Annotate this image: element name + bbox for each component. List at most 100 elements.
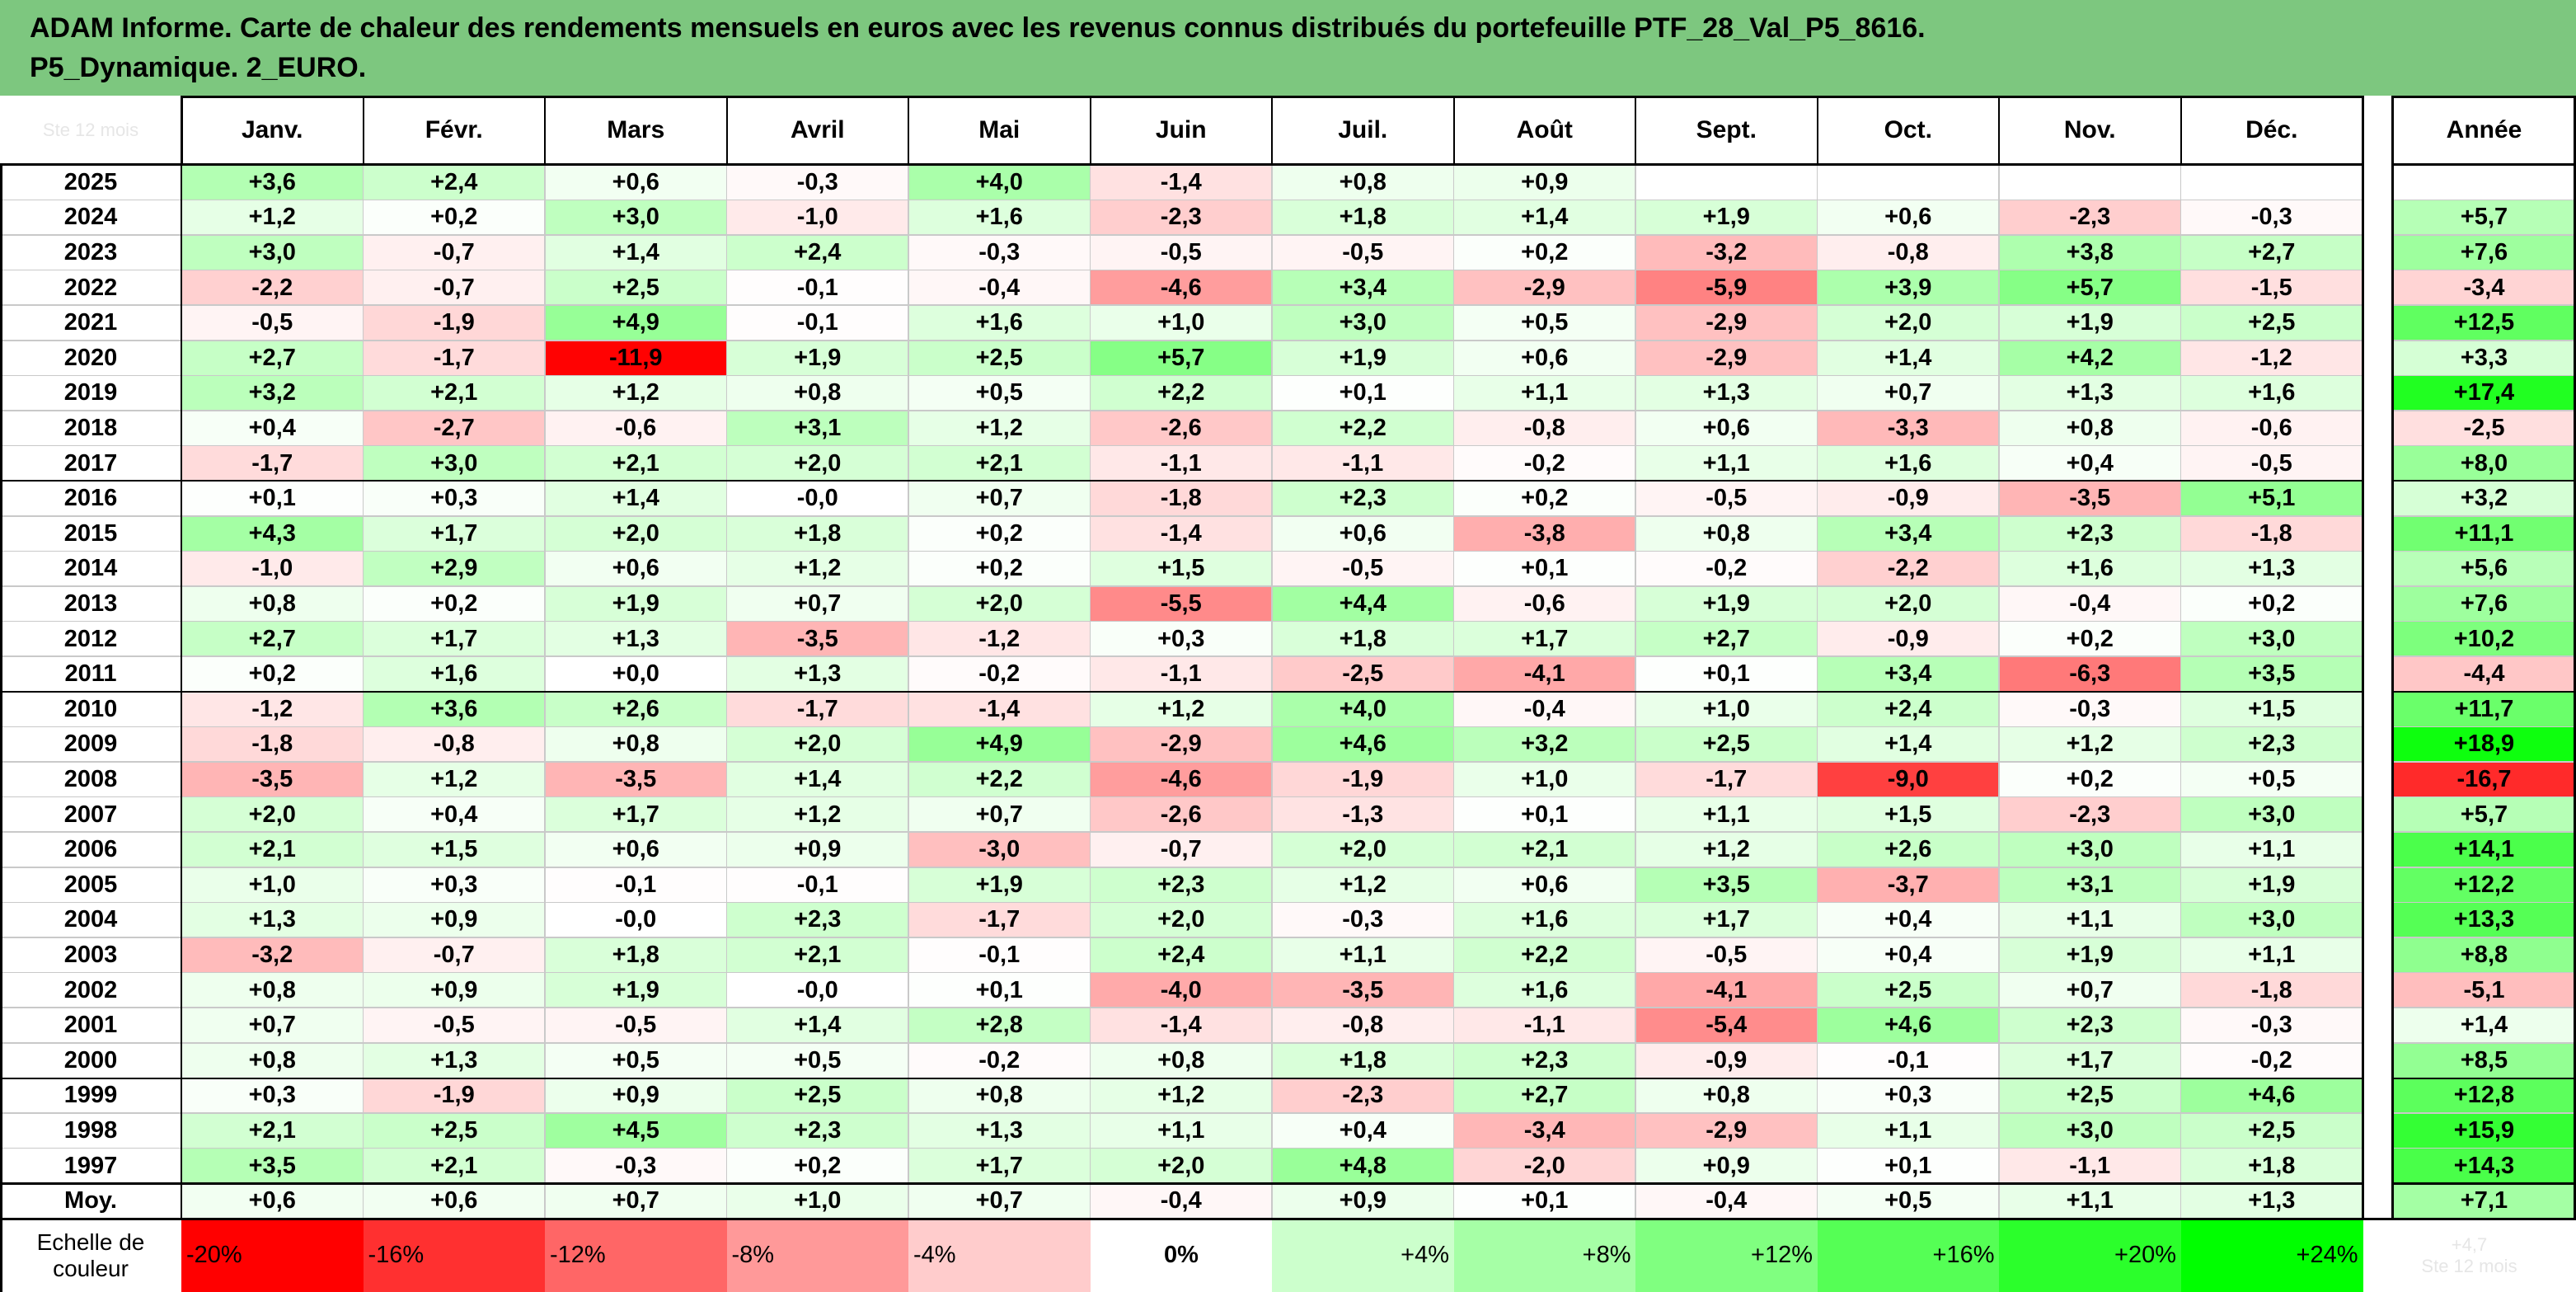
heatmap-cell: +5,7 [1999,270,2181,306]
heatmap-cell: +4,5 [545,1113,727,1149]
heatmap-cell: +0,7 [1999,972,2181,1008]
heatmap-cell: +2,0 [545,516,727,552]
annual-cell: +12,5 [2392,305,2576,341]
heatmap-cell: -3,5 [726,621,908,657]
heatmap-cell: +1,8 [1272,1043,1454,1078]
heatmap-cell: +0,4 [363,796,545,833]
scale-ghost-line1: +4,7 [2451,1233,2488,1255]
month-header-9: Sept. [1696,116,1757,143]
year-label: 2021 [63,309,118,336]
annual-cell: +3,2 [2392,481,2576,516]
grid-line [2392,515,2576,517]
annual-cell: +17,4 [2392,375,2576,411]
heatmap-cell: +3,2 [1453,726,1635,763]
heatmap-cell: +5,7 [1090,341,1272,376]
heatmap-cell: +2,4 [1090,937,1272,973]
heatmap-cell: +3,4 [1817,516,1999,552]
heatmap-cell: +1,2 [1999,726,2181,763]
grid-line [0,867,2363,868]
heatmap-cell: +1,2 [1090,692,1272,727]
heatmap-cell: +0,3 [363,481,545,516]
heatmap-cell: +1,0 [1453,762,1635,797]
heatmap-cell: +0,2 [726,1148,908,1184]
heatmap-cell: +4,9 [908,726,1091,763]
heatmap-cell: +1,9 [1635,586,1818,622]
heatmap-cell: +0,4 [1817,902,1999,938]
heatmap-cell: +3,6 [181,165,364,200]
heatmap-cell: +1,1 [2180,832,2363,867]
heatmap-cell: -0,7 [363,235,545,270]
heatmap-cell: +4,4 [1272,586,1454,622]
heatmap-cell: +1,2 [1635,832,1818,867]
heatmap-cell: -0,9 [1817,621,1999,657]
grid-line [0,269,2363,271]
heatmap-cell: +0,3 [181,1078,364,1114]
border-line [2391,96,2394,1219]
scale-step: -4% [908,1219,1091,1292]
heatmap-cell: +1,9 [545,586,727,622]
heatmap-cell: -0,9 [1635,1043,1818,1078]
heatmap-cell: +1,9 [1999,937,2181,973]
heatmap-cell: +0,1 [1453,551,1635,587]
heatmap-cell: -1,8 [2180,972,2363,1008]
grid-line [0,585,2363,587]
heatmap-cell: +2,5 [545,270,727,306]
year-label: 2017 [63,449,118,477]
heatmap-cell: -0,1 [545,867,727,903]
heatmap-cell: -2,9 [1090,726,1272,763]
heatmap-cell: +2,4 [726,235,908,270]
heatmap-cell: -2,0 [1453,1148,1635,1184]
corner-label: Ste 12 mois [42,120,139,140]
heatmap-cell: +2,7 [1453,1078,1635,1114]
heatmap-cell: +0,6 [545,551,727,587]
heatmap-cell: +1,9 [1999,305,2181,341]
heatmap-cell: +1,9 [908,867,1091,903]
annual-cell: +3,3 [2392,341,2576,376]
heatmap-cell: -0,0 [545,902,727,938]
heatmap-cell: -2,5 [1272,656,1454,692]
month-header-1: Janv. [242,116,303,143]
heatmap-cell: -0,2 [2180,1043,2363,1078]
grid-line [2392,1112,2576,1114]
heatmap-cell: +0,6 [1635,411,1818,446]
annual-cell: +14,1 [2392,832,2576,867]
heatmap-cell: -0,0 [726,972,908,1008]
heatmap-cell: +0,3 [1817,1078,1999,1114]
heatmap-cell: +1,5 [1090,551,1272,587]
grid-line [0,655,2363,657]
title-bar: ADAM Informe. Carte de chaleur des rende… [0,0,2576,96]
year-label: 2009 [63,731,118,758]
grid-line [0,444,2363,447]
heatmap-cell: +0,1 [1272,375,1454,411]
heatmap-cell: +0,5 [1453,305,1635,341]
year-label: 1998 [63,1116,118,1144]
border-line [0,1077,2363,1079]
border-line [0,691,2363,693]
heatmap-cell: +2,3 [726,1113,908,1149]
heatmap-cell: +0,7 [1817,375,1999,411]
heatmap-cell: +2,3 [1453,1043,1635,1078]
heatmap-cell: +3,2 [181,375,364,411]
heatmap-cell: -1,2 [181,692,364,727]
year-label: 2003 [63,941,118,968]
heatmap-cell: -0,3 [545,1148,727,1184]
heatmap-cell: +2,0 [1090,902,1272,938]
border-line [2392,163,2576,166]
year-label: 2012 [63,625,118,652]
heatmap-cell: -3,3 [1817,411,1999,446]
heatmap-cell: -1,8 [181,726,364,763]
heatmap-cell: +1,4 [545,235,727,270]
grid-line [2392,340,2576,341]
heatmap-cell: +1,6 [1999,551,2181,587]
border-line [544,96,546,165]
heatmap-cell: -0,0 [726,481,908,516]
heatmap-cell: -0,9 [1817,481,1999,516]
heatmap-cell: +0,8 [908,1078,1091,1114]
heatmap-cell: +0,8 [1999,411,2181,446]
heatmap-cell: +2,7 [181,621,364,657]
heatmap-cell: +3,1 [1999,867,2181,903]
heatmap-cell: +3,6 [363,692,545,727]
heatmap-cell: -0,1 [1817,1043,1999,1078]
annual-cell: +5,7 [2392,200,2576,236]
heatmap-cell: -0,5 [1090,235,1272,270]
